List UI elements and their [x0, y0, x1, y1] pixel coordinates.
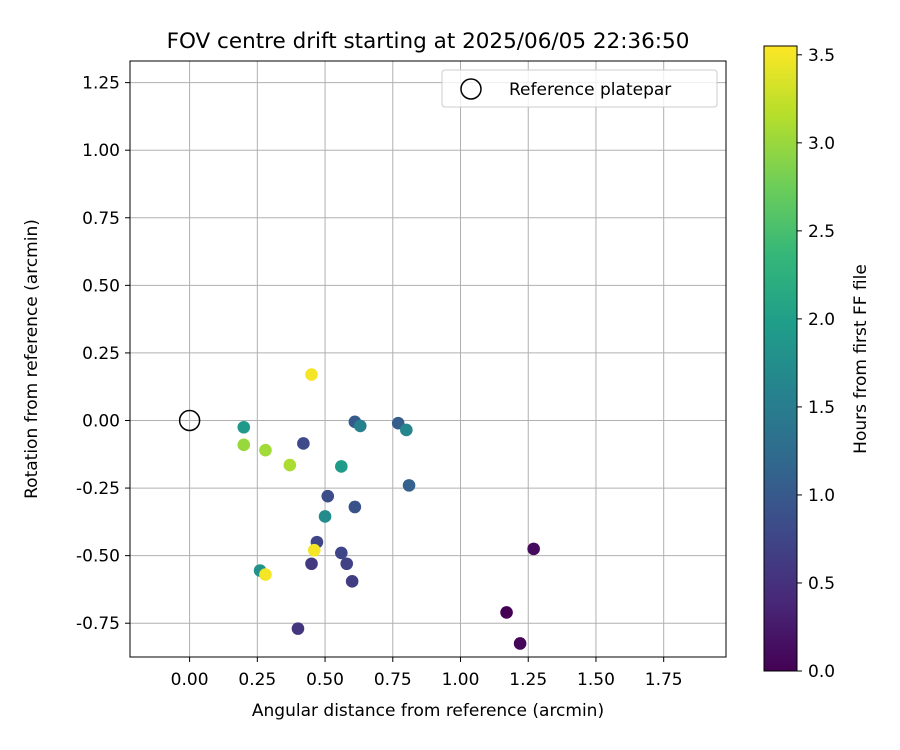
data-point — [237, 420, 251, 434]
data-point — [259, 443, 272, 457]
colorbar-tick-label: 1.5 — [808, 398, 835, 418]
data-point — [500, 606, 513, 619]
y-axis-ticks: 1.25 1.00 0.75 0.50 0.25 0.00 -0.25 -0.50 -0.75 — [76, 74, 130, 634]
colorbar-tick-label: 2.0 — [808, 310, 835, 330]
y-tick-label: 0.00 — [82, 411, 120, 431]
data-point — [318, 510, 332, 523]
data-point — [305, 557, 318, 571]
x-axis-label: Angular distance from reference (arcmin) — [252, 701, 604, 721]
data-point — [353, 419, 367, 433]
data-point — [291, 622, 305, 635]
colorbar-tick-label: 3.0 — [808, 134, 835, 154]
data-point — [297, 437, 310, 450]
y-tick-label: 0.75 — [82, 209, 120, 229]
data-point — [527, 542, 540, 556]
y-tick-label: -0.50 — [76, 547, 120, 567]
data-point — [402, 479, 416, 492]
y-tick-label: 0.50 — [82, 276, 120, 296]
reference-platepar-marker — [178, 409, 201, 432]
legend: Reference platepar — [441, 69, 718, 108]
plot-area — [130, 61, 726, 657]
data-point — [237, 438, 251, 452]
data-point — [305, 368, 318, 381]
scatter-points — [237, 368, 540, 650]
y-tick-label: 1.00 — [82, 141, 120, 161]
chart-title: FOV centre drift starting at 2025/06/05 … — [167, 29, 690, 54]
x-tick-label: 1.25 — [509, 670, 547, 690]
legend-box — [441, 69, 718, 108]
reference-layer — [178, 409, 201, 432]
y-axis-label: Rotation from reference (arcmin) — [22, 219, 42, 499]
data-point — [400, 423, 413, 437]
x-tick-label: 1.00 — [442, 670, 480, 690]
data-point — [335, 546, 348, 560]
x-axis-ticks: 0.00 0.25 0.50 0.75 1.00 1.25 1.50 1.75 — [171, 657, 683, 690]
legend-label: Reference platepar — [509, 80, 671, 100]
colorbar-tick-label: 3.5 — [808, 46, 835, 66]
y-tick-label: 1.25 — [82, 74, 120, 94]
colorbar-tick-label: 0.0 — [808, 662, 835, 682]
colorbar-label: Hours from first FF file — [851, 264, 871, 454]
colorbar-ticks: 0.0 0.5 1.0 1.5 2.0 2.5 3.0 3.5 — [797, 46, 835, 682]
colorbar-tick-label: 2.5 — [808, 222, 835, 242]
data-point — [348, 500, 362, 514]
data-point — [513, 637, 527, 650]
colorbar-tick-label: 0.5 — [808, 574, 835, 594]
colorbar — [763, 45, 798, 672]
y-tick-label: -0.25 — [76, 479, 120, 499]
data-point — [345, 575, 359, 588]
data-point — [321, 489, 335, 503]
x-tick-label: 0.50 — [306, 670, 344, 690]
x-tick-label: 0.25 — [238, 670, 276, 690]
y-tick-label: 0.25 — [82, 344, 120, 364]
y-tick-label: -0.75 — [76, 614, 120, 634]
data-point — [340, 557, 354, 571]
grid-lines — [130, 61, 726, 657]
plot-frame — [129, 60, 727, 658]
data-point — [307, 543, 321, 557]
legend-marker — [460, 78, 482, 100]
data-point — [259, 568, 272, 581]
x-tick-label: 0.75 — [374, 670, 412, 690]
colorbar-tick-label: 1.0 — [808, 486, 835, 506]
x-tick-label: 1.50 — [577, 670, 615, 690]
x-tick-label: 0.00 — [171, 670, 209, 690]
data-point — [335, 460, 348, 473]
x-tick-label: 1.75 — [645, 670, 683, 690]
data-point — [283, 458, 297, 472]
